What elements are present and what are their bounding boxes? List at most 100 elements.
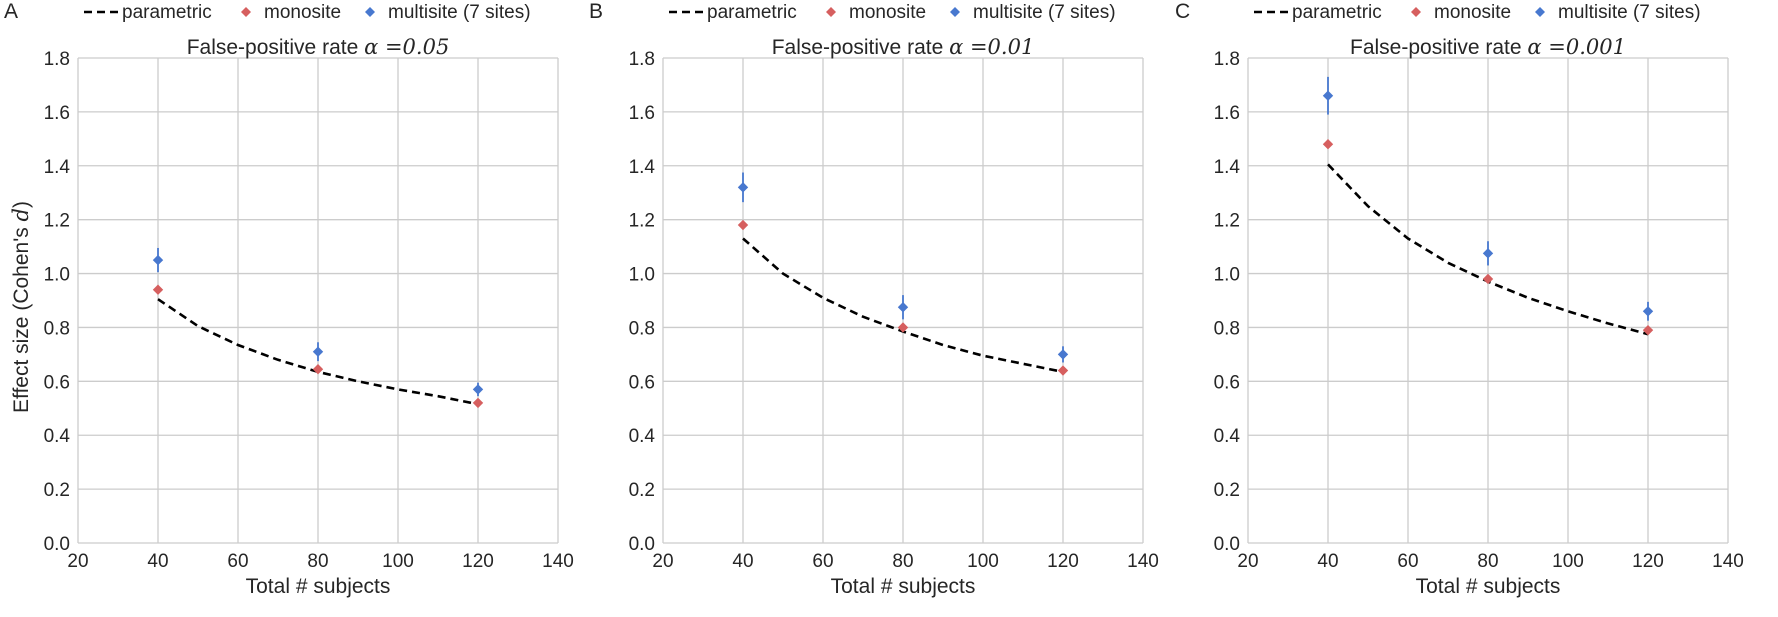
panel-label: B bbox=[589, 0, 603, 23]
monosite-point bbox=[1322, 139, 1334, 150]
legend-monosite-marker bbox=[241, 7, 251, 17]
multisite-point bbox=[1057, 349, 1069, 360]
y-tick-label: 0.4 bbox=[44, 426, 71, 447]
x-tick-label: 120 bbox=[1632, 551, 1664, 572]
x-tick-label: 140 bbox=[1127, 551, 1159, 572]
y-tick-label: 1.8 bbox=[44, 49, 70, 70]
x-tick-label: 40 bbox=[732, 551, 753, 572]
y-tick-label: 0.0 bbox=[44, 534, 70, 555]
y-tick-label: 1.0 bbox=[1214, 265, 1240, 286]
y-tick-label: 1.6 bbox=[1214, 103, 1240, 124]
y-tick-label: 0.2 bbox=[629, 480, 655, 501]
multisite-point bbox=[1322, 90, 1334, 101]
y-tick-label: 1.0 bbox=[629, 265, 655, 286]
x-tick-label: 20 bbox=[67, 551, 88, 572]
monosite-point bbox=[1057, 365, 1069, 376]
panel-label: A bbox=[4, 0, 18, 23]
legend: parametric monosite multisite (7 sites) bbox=[669, 2, 1116, 23]
y-tick-label: 1.0 bbox=[44, 265, 70, 286]
legend-monosite-marker bbox=[826, 7, 836, 17]
y-tick-label: 0.8 bbox=[1214, 318, 1240, 339]
y-tick-label: 1.4 bbox=[629, 157, 656, 178]
x-tick-label: 120 bbox=[462, 551, 494, 572]
legend-parametric-label: parametric bbox=[707, 2, 797, 23]
chart-title-text: False-positive rate bbox=[187, 36, 364, 59]
y-tick-label: 1.6 bbox=[44, 103, 70, 124]
x-tick-label: 60 bbox=[227, 551, 248, 572]
monosite-point bbox=[1642, 324, 1654, 336]
multisite-point bbox=[1642, 306, 1654, 317]
legend-multisite-marker bbox=[950, 7, 960, 17]
y-tick-label: 1.2 bbox=[44, 211, 70, 232]
y-tick-label: 0.4 bbox=[1214, 426, 1241, 447]
chart-title-alpha: α =0.01 bbox=[949, 35, 1034, 59]
monosite-point bbox=[312, 364, 324, 375]
monosite-point bbox=[472, 397, 484, 409]
chart-panel-b: 0.0 0.2 0.4 0.6 0.8 1.0 1.2 1.4 1.6 1.8 20 40 60 80 10… bbox=[589, 0, 1159, 598]
x-tick-label: 40 bbox=[147, 551, 168, 572]
chart-panel-a: 0.0 0.2 0.4 0.6 0.8 1.0 1.2 1.4 1.6 1.8 20 40 60 80 10… bbox=[4, 0, 574, 598]
chart-title-alpha: α =0.05 bbox=[364, 35, 449, 59]
chart-title: False-positive rate α =0.01 bbox=[772, 35, 1035, 59]
chart-title: False-positive rate α =0.001 bbox=[1350, 35, 1626, 59]
legend: parametric monosite multisite (7 sites) bbox=[1254, 2, 1701, 23]
y-tick-label: 1.6 bbox=[629, 103, 655, 124]
legend-monosite-label: monosite bbox=[849, 2, 926, 23]
y-tick-label: 0.2 bbox=[44, 480, 70, 501]
multisite-point bbox=[312, 346, 324, 357]
y-axis-label: Effect size (Cohen's d) bbox=[9, 201, 33, 413]
legend-multisite-label: multisite (7 sites) bbox=[388, 2, 531, 23]
x-tick-label: 120 bbox=[1047, 551, 1079, 572]
monosite-point bbox=[897, 322, 909, 333]
y-tick-label: 0.6 bbox=[44, 372, 70, 393]
y-tick-label: 0.4 bbox=[629, 426, 656, 447]
y-tick-label: 1.2 bbox=[1214, 211, 1240, 232]
x-tick-label: 80 bbox=[307, 551, 328, 572]
monosite-point bbox=[152, 284, 164, 295]
x-tick-label: 60 bbox=[1397, 551, 1418, 572]
x-tick-label: 80 bbox=[1477, 551, 1498, 572]
x-axis-label: Total # subjects bbox=[1416, 575, 1561, 598]
y-tick-label: 1.8 bbox=[1214, 49, 1240, 70]
y-tick-label: 1.8 bbox=[629, 49, 655, 70]
x-tick-label: 140 bbox=[542, 551, 574, 572]
y-tick-label: 0.0 bbox=[629, 534, 655, 555]
x-tick-label: 80 bbox=[892, 551, 913, 572]
x-axis-label: Total # subjects bbox=[246, 575, 391, 598]
x-tick-label: 60 bbox=[812, 551, 833, 572]
legend-multisite-label: multisite (7 sites) bbox=[1558, 2, 1701, 23]
x-tick-label: 20 bbox=[652, 551, 673, 572]
x-tick-label: 100 bbox=[967, 551, 999, 572]
y-tick-label: 0.8 bbox=[629, 318, 655, 339]
multisite-point bbox=[472, 384, 484, 395]
legend: parametric monosite multisite (7 sites) bbox=[84, 2, 531, 23]
y-tick-label: 1.2 bbox=[629, 211, 655, 232]
y-tick-label: 0.6 bbox=[629, 372, 655, 393]
x-tick-label: 100 bbox=[382, 551, 414, 572]
legend-parametric-label: parametric bbox=[1292, 2, 1382, 23]
panel-label: C bbox=[1175, 0, 1190, 23]
y-tick-label: 0.8 bbox=[44, 318, 70, 339]
legend-monosite-label: monosite bbox=[264, 2, 341, 23]
multisite-point bbox=[1482, 248, 1494, 259]
legend-parametric-label: parametric bbox=[122, 2, 212, 23]
legend-multisite-marker bbox=[1535, 7, 1545, 17]
x-tick-label: 140 bbox=[1712, 551, 1744, 572]
chart-title-text: False-positive rate bbox=[1350, 36, 1527, 59]
chart-title-text: False-positive rate bbox=[772, 36, 949, 59]
y-tick-label: 1.4 bbox=[1214, 157, 1241, 178]
x-tick-label: 100 bbox=[1552, 551, 1584, 572]
multisite-point bbox=[737, 182, 749, 193]
legend-monosite-label: monosite bbox=[1434, 2, 1511, 23]
monosite-point bbox=[1482, 273, 1494, 285]
multisite-point bbox=[897, 302, 909, 313]
x-tick-label: 40 bbox=[1317, 551, 1338, 572]
chart-title: False-positive rate α =0.05 bbox=[187, 35, 450, 59]
legend-multisite-label: multisite (7 sites) bbox=[973, 2, 1116, 23]
y-tick-label: 0.6 bbox=[1214, 372, 1240, 393]
chart-title-alpha: α =0.001 bbox=[1527, 35, 1626, 59]
x-tick-label: 20 bbox=[1237, 551, 1258, 572]
monosite-point bbox=[737, 219, 749, 231]
y-tick-label: 0.2 bbox=[1214, 480, 1240, 501]
